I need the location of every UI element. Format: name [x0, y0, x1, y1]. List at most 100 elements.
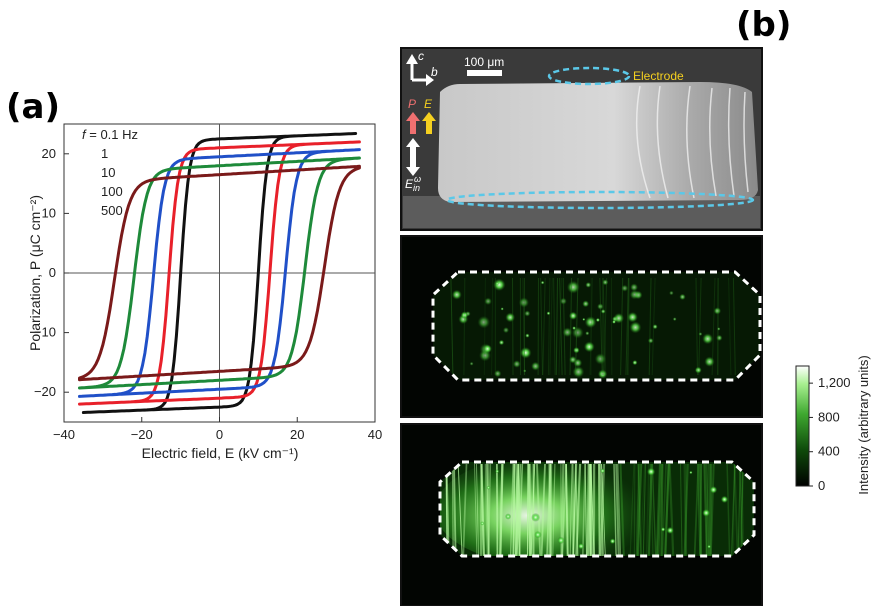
domain-spot	[498, 339, 505, 346]
domain-spot	[717, 327, 721, 331]
domain-streak	[499, 463, 504, 556]
legend: f = 0.1 Hz 1 10 100 500	[82, 127, 138, 218]
domain-streak	[732, 277, 736, 376]
domain-streak	[613, 463, 617, 556]
domain-streak	[637, 463, 642, 556]
domain-streak	[572, 463, 577, 556]
colorbar-gradient	[795, 365, 810, 487]
domain-spot	[646, 467, 656, 476]
hysteresis-loop-10	[78, 148, 361, 398]
domain-streak	[542, 277, 546, 376]
domain-streak	[739, 463, 744, 556]
domain-spots-1	[450, 277, 736, 379]
domain-streak	[698, 463, 703, 556]
domain-streak	[649, 463, 654, 556]
domain-spot	[584, 316, 597, 329]
scale-bar-label: 100 μm	[464, 55, 504, 69]
y-ticks: 20 10 0 −10 −20	[34, 146, 69, 399]
domain-streak	[445, 463, 450, 556]
domain-spot	[531, 361, 540, 371]
domain-spot	[518, 297, 530, 308]
domain-spot	[480, 521, 485, 526]
domain-spot	[486, 485, 491, 490]
domain-streak	[602, 277, 607, 376]
domain-streak	[642, 463, 646, 556]
domain-streak	[617, 463, 622, 556]
domain-streak	[738, 463, 743, 556]
domain-spot	[709, 486, 718, 494]
domain-spot	[562, 327, 573, 338]
domain-spot	[484, 297, 492, 306]
domain-spot	[540, 280, 545, 285]
domain-streak	[603, 277, 608, 376]
domain-spot	[627, 311, 638, 323]
domain-spot	[694, 366, 702, 374]
domain-spot	[582, 317, 586, 321]
domain-streak	[457, 463, 463, 556]
domain-streak	[599, 463, 606, 556]
domain-streak	[566, 463, 568, 556]
domain-streak	[683, 463, 688, 556]
domain-spot	[594, 353, 607, 365]
domain-streak	[575, 463, 582, 556]
domain-spot	[679, 293, 686, 301]
domain-spot	[571, 326, 584, 339]
domain-streak	[739, 463, 745, 556]
legend-entry: f = 0.1 Hz	[82, 127, 138, 142]
domain-streak	[651, 463, 657, 556]
domain-streak	[575, 463, 579, 556]
domain-spot	[621, 284, 629, 292]
domain-spot	[585, 282, 592, 288]
legend-entry: 500	[101, 203, 123, 218]
axis-b-label: b	[431, 65, 438, 79]
domain-streaks-2	[445, 463, 745, 556]
domain-streak	[486, 463, 490, 556]
x-ticks: −40 −20 0 20 40	[53, 417, 382, 442]
domain-spot	[689, 470, 693, 475]
domain-streak	[709, 463, 713, 556]
y-tick-label: 20	[42, 146, 56, 161]
legend-entry: 1	[101, 146, 108, 161]
domain-streak	[709, 463, 715, 556]
domain-spot	[502, 327, 510, 334]
domain-spot	[566, 280, 580, 294]
hysteresis-loop-1	[78, 140, 361, 406]
domain-spot	[460, 311, 469, 319]
domain-streak	[699, 463, 703, 556]
hysteresis-loop-100	[78, 156, 361, 390]
domain-streak	[640, 463, 646, 556]
x-tick-label: −20	[131, 427, 153, 442]
domain-spot	[629, 321, 642, 334]
domain-spot	[660, 527, 666, 532]
domain-streak	[548, 463, 553, 556]
domain-spot	[505, 312, 516, 323]
domain-streak	[586, 463, 589, 556]
domain-streak	[726, 463, 731, 556]
domain-streak	[548, 463, 551, 556]
x-tick-label: 40	[368, 427, 382, 442]
domain-spot	[512, 360, 521, 368]
domain-spot	[632, 360, 638, 366]
panel-label-a: (a)	[6, 87, 60, 127]
domain-spot	[483, 344, 492, 354]
legend-entry: 10	[101, 165, 115, 180]
domain-streak	[486, 463, 489, 556]
domain-spot	[495, 469, 500, 474]
domain-streak	[698, 277, 702, 376]
domain-streak	[496, 463, 499, 556]
domain-streak	[707, 463, 711, 556]
domain-streak	[463, 277, 466, 376]
domain-streak	[697, 463, 701, 556]
domain-spot	[534, 531, 542, 539]
domain-spot	[572, 366, 585, 378]
domain-streak	[695, 277, 698, 376]
domain-streak	[522, 277, 526, 376]
domain-spot	[559, 297, 567, 305]
domain-streak	[647, 463, 653, 556]
domain-spot	[602, 279, 609, 286]
domain-streak	[635, 463, 641, 556]
colorbar-tick-label: 1,200	[818, 375, 851, 390]
series-curves	[78, 132, 361, 414]
domain-streak	[462, 463, 468, 556]
